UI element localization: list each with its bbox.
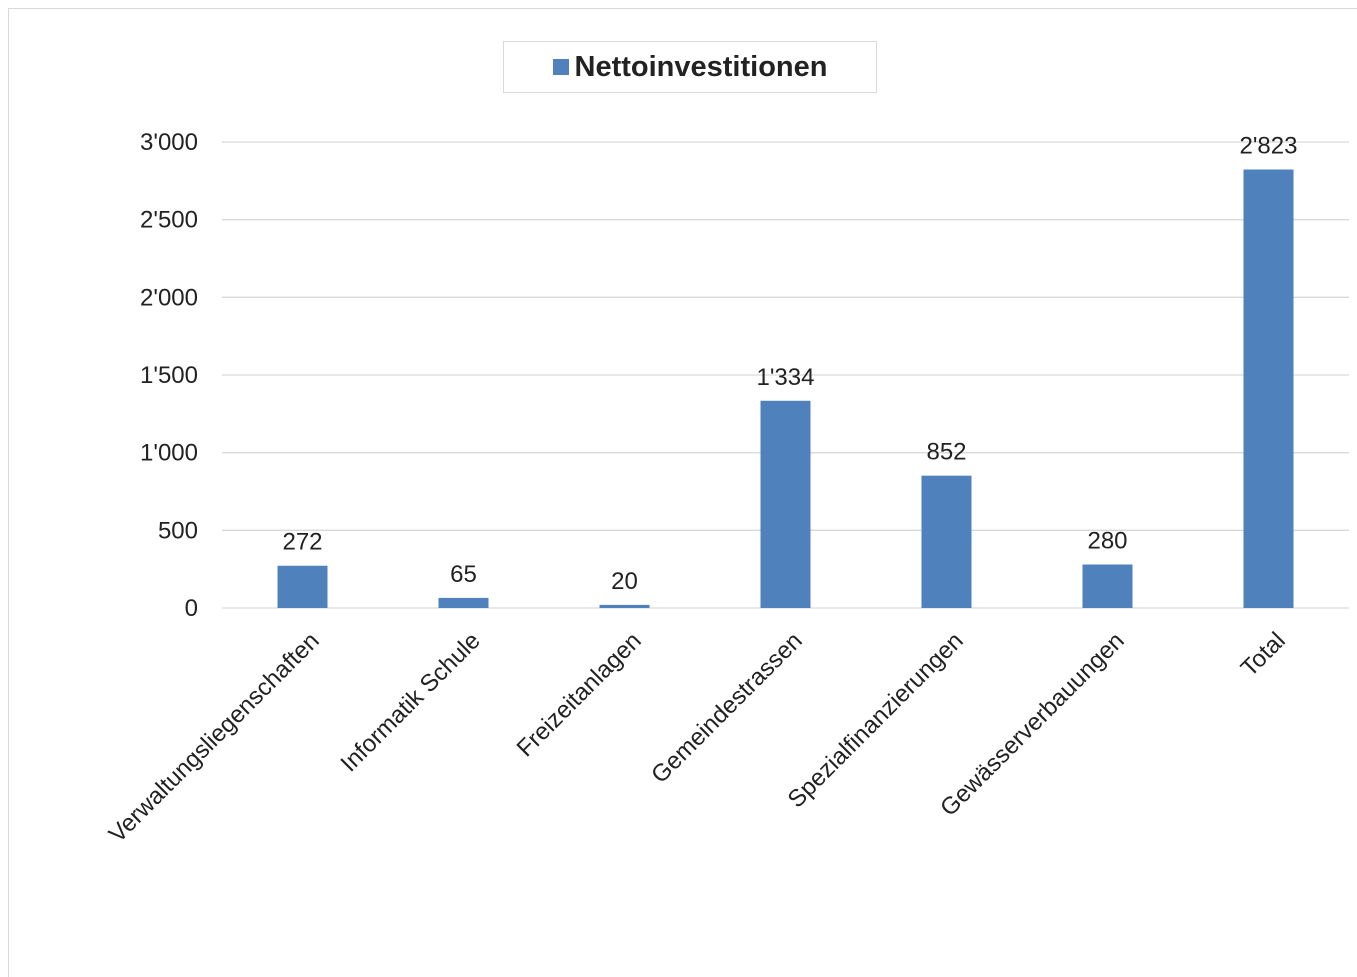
data-label: 65: [450, 561, 477, 588]
y-tick-label: 1'500: [140, 362, 198, 389]
gridlines: [222, 141, 1349, 609]
x-axis: Verwaltungsliegenschaften Informatik Schu…: [104, 627, 1291, 848]
y-tick-label: 2'000: [140, 284, 198, 311]
y-tick-label: 2'500: [140, 207, 198, 234]
data-label: 852: [926, 439, 966, 466]
x-tick-label: Gemeindestrassen: [646, 627, 808, 789]
bar: [921, 475, 972, 608]
legend: Nettoinvestitionen: [503, 41, 877, 93]
y-axis: 0 500 1'000 1'500 2'000 2'500 3'000: [140, 129, 198, 622]
legend-label: Nettoinvestitionen: [574, 50, 828, 83]
bar: [438, 597, 489, 608]
y-tick-label: 500: [158, 517, 198, 544]
data-label: 20: [611, 568, 638, 595]
y-tick-label: 0: [185, 595, 198, 622]
data-label: 2'823: [1240, 132, 1298, 159]
y-tick-label: 3'000: [140, 129, 198, 156]
data-label: 272: [282, 529, 322, 556]
data-labels: 272 65 20 1'334 852 280 2'823: [282, 132, 1297, 594]
x-tick-label: Gewässerverbauungen: [935, 627, 1130, 822]
bars: [277, 169, 1294, 608]
bar: [760, 400, 811, 608]
bar: [1082, 564, 1133, 608]
x-tick-label: Spezialfinanzierungen: [783, 627, 969, 813]
bar: [1243, 169, 1294, 608]
y-tick-label: 1'000: [140, 440, 198, 467]
x-tick-label: Total: [1236, 627, 1291, 682]
bar: [277, 565, 328, 608]
chart-frame: [8, 8, 1357, 977]
data-label: 1'334: [757, 364, 815, 391]
bar: [599, 604, 650, 608]
x-tick-label: Freizeitanlagen: [512, 627, 647, 762]
data-label: 280: [1087, 528, 1127, 555]
legend-swatch: [552, 59, 569, 75]
x-tick-label: Verwaltungsliegenschaften: [104, 627, 325, 848]
x-tick-label: Informatik Schule: [336, 627, 486, 777]
